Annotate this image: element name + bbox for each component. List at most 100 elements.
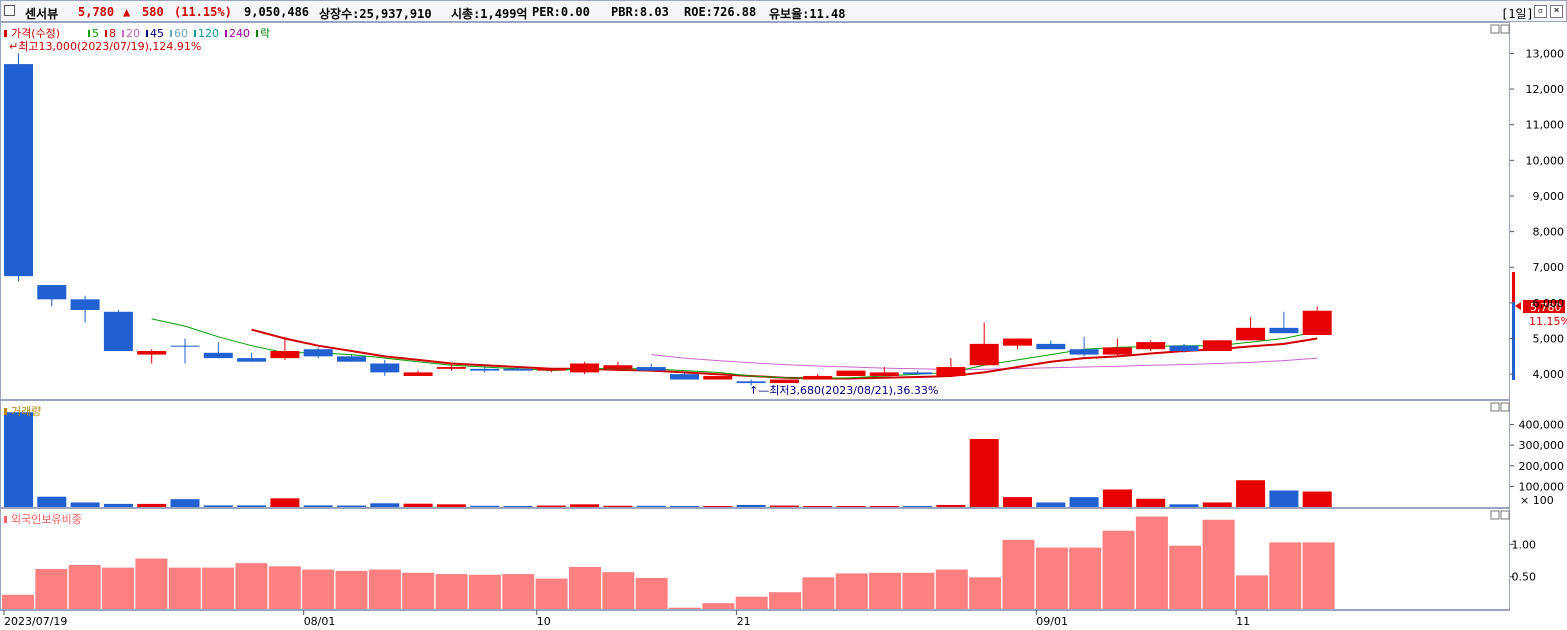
foreign-bar <box>302 569 335 609</box>
foreign-bar <box>1302 542 1335 609</box>
pbr-value: PBR:8.03 <box>611 5 669 19</box>
foreign-bar <box>335 570 368 609</box>
foreign-bar <box>1035 547 1068 609</box>
candle-body <box>603 365 633 369</box>
legend-ma-5: 5 <box>92 27 99 40</box>
panel-close-icon[interactable] <box>1500 24 1510 34</box>
price-chart[interactable]: 가격(수정) 5 8 20 45 60 120 240 락 ↵최고13,000(2023/07… <box>0 22 1567 400</box>
date-axis-label: 21 <box>737 615 751 628</box>
foreign-axis-label: 1.00 <box>1512 538 1537 551</box>
date-axis-label: 2023/07/19 <box>4 615 67 628</box>
candle-body <box>670 374 699 380</box>
legend-ma-120: 120 <box>198 27 219 40</box>
volume-bar <box>337 505 366 507</box>
candle-body <box>803 375 833 380</box>
close-icon[interactable]: × <box>1550 5 1563 18</box>
foreign-bar <box>1169 545 1202 609</box>
panel-close-icon[interactable] <box>1500 402 1510 412</box>
volume-chart[interactable]: 거래량 400,000 300,000 200,000 100,000 × 100 <box>0 400 1567 508</box>
volume-bar <box>869 505 899 507</box>
foreign-ownership-panel[interactable]: 외국인보유비중 1.00 0.50 <box>0 508 1567 610</box>
legend-ma-60: 60 <box>174 27 188 40</box>
volume-bar <box>1003 497 1032 507</box>
foreign-bar <box>68 565 101 609</box>
panel-minimize-icon[interactable] <box>1490 24 1500 34</box>
foreign-bar <box>468 574 501 609</box>
volume-bar <box>4 412 33 507</box>
volume-bar <box>969 439 999 507</box>
volume-bar <box>603 505 633 507</box>
foreign-bar <box>1269 542 1302 609</box>
panel-minimize-icon[interactable] <box>1490 510 1500 520</box>
listed-shares: 상장수:25,937,910 <box>319 7 432 21</box>
foreign-bar <box>802 577 835 609</box>
volume-bar <box>936 504 966 507</box>
stock-info-bar: 센서뷰 5,780 ▲ 580 (11.15%) 9,050,486 상장수:2… <box>0 0 1567 22</box>
price-chart-panel[interactable]: 가격(수정) 5 8 20 45 60 120 240 락 ↵최고13,000(2023/07… <box>0 22 1567 400</box>
legend-ma-marker <box>170 30 172 37</box>
period-selector[interactable]: [1일] <box>1501 7 1534 21</box>
current-price-tag: 5,780 <box>1530 301 1562 314</box>
candle-body <box>936 367 966 376</box>
volume-bar <box>1236 480 1266 507</box>
candle-body <box>70 299 100 311</box>
volume-bar <box>636 505 666 507</box>
volume-bar <box>37 496 67 507</box>
candle-body <box>403 372 433 376</box>
candle-body <box>969 343 999 366</box>
volume-bar <box>270 498 300 507</box>
restore-icon[interactable]: ▫ <box>1534 5 1547 18</box>
foreign-bar <box>135 558 168 609</box>
legend-price: 가격(수정) <box>11 27 60 40</box>
volume-bar <box>570 504 600 507</box>
foreign-bar <box>635 577 668 609</box>
candle-body <box>270 351 300 359</box>
foreign-bar <box>1102 530 1135 609</box>
foreign-bar <box>202 567 235 609</box>
volume-chart-panel[interactable]: 거래량 400,000 300,000 200,000 100,000 × 100 <box>0 400 1567 508</box>
volume-bar <box>503 505 533 507</box>
volume-bar <box>1202 502 1232 507</box>
volume-unit: × 100 <box>1520 494 1554 507</box>
trade-volume: 9,050,486 <box>244 5 310 19</box>
low-annotation: ↑—최저3,680(2023/08/21),36.33% <box>749 384 938 397</box>
candle-body <box>703 375 733 380</box>
panel-minimize-icon[interactable] <box>1490 402 1500 412</box>
date-axis-label: 11 <box>1236 615 1250 628</box>
stock-name[interactable]: 센서뷰 <box>25 7 59 21</box>
candle-body <box>137 351 167 355</box>
volume-bar <box>836 505 866 507</box>
foreign-bar <box>602 572 635 609</box>
volume-bar <box>803 505 833 507</box>
candle-body <box>303 349 333 357</box>
price-change-pct: (11.15%) <box>174 5 232 19</box>
volume-axis-label: 400,000 <box>1519 419 1565 432</box>
volume-title: 거래량 <box>11 405 41 418</box>
volume-bar <box>1102 489 1132 507</box>
candle-body <box>470 368 500 371</box>
foreign-bar <box>402 572 435 609</box>
price-axis-label: 7,000 <box>1533 261 1565 274</box>
market-cap: 시총:1,499억 <box>451 7 528 21</box>
volume-bar <box>1069 497 1099 507</box>
volume-bar <box>303 505 333 507</box>
foreign-bar <box>969 577 1002 609</box>
select-checkbox[interactable] <box>4 5 15 16</box>
foreign-bar <box>102 567 135 609</box>
volume-bar <box>1036 502 1066 507</box>
price-axis-label: 11,000 <box>1526 119 1565 132</box>
volume-bar <box>703 505 733 507</box>
candle-body <box>736 381 766 384</box>
candle-body <box>337 356 366 362</box>
candle-body <box>570 363 600 373</box>
volume-bar <box>370 503 400 507</box>
date-axis: 2023/07/19 08/01 10 21 09/01 11 <box>0 610 1567 630</box>
panel-close-icon[interactable] <box>1500 510 1510 520</box>
moving-average-ma20 <box>651 354 1318 371</box>
candle-body <box>37 285 67 300</box>
legend-ma-marker <box>194 30 196 37</box>
foreign-title: 외국인보유비중 <box>11 513 82 526</box>
foreign-ownership-chart[interactable]: 외국인보유비중 1.00 0.50 <box>0 508 1567 610</box>
volume-bar <box>237 505 267 507</box>
volume-bar <box>1169 504 1199 507</box>
